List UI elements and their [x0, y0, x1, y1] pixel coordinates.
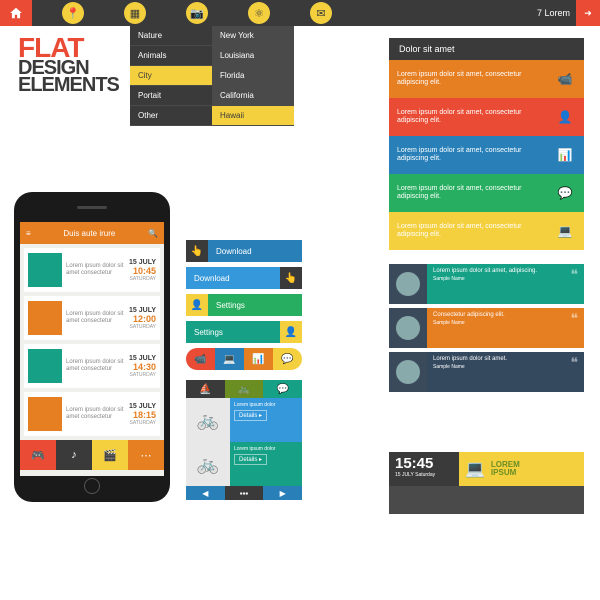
button-icon: 👤	[186, 294, 208, 316]
testimonials: ❝Lorem ipsum dolor sit amet, adipiscing.…	[389, 264, 584, 396]
card-tab[interactable]: 🚲	[225, 380, 264, 398]
camera-icon[interactable]: 📷	[186, 2, 208, 24]
submenu-item[interactable]: Louisiana	[212, 46, 294, 66]
pill-nav: 📹💻📊💬	[186, 348, 302, 370]
pill-segment[interactable]: 📹	[186, 348, 215, 370]
card-item: 🚲Lorem ipsum dolorDetails ▸	[186, 442, 302, 486]
phone-tab[interactable]: 🎬	[92, 440, 128, 470]
phone-list-item[interactable]: Lorem ipsum dolor sit amet consectetur15…	[24, 248, 160, 292]
pin-icon[interactable]: 📍	[62, 2, 84, 24]
details-button[interactable]: Details ▸	[234, 454, 267, 465]
grid-icon[interactable]: ▦	[124, 2, 146, 24]
phone-tab[interactable]: 🎮	[20, 440, 56, 470]
phone-tab[interactable]: ⋯	[128, 440, 164, 470]
topbar-icons: 📍 ▦ 📷 ⚛ ✉	[32, 2, 537, 24]
details-button[interactable]: Details ▸	[234, 410, 267, 421]
top-bar: 📍 ▦ 📷 ⚛ ✉ 7 Lorem ➜	[0, 0, 600, 26]
panel-row[interactable]: Lorem ipsum dolor sit amet, consectetur …	[389, 98, 584, 136]
submenu-item[interactable]: Florida	[212, 66, 294, 86]
bike-icon: 🚲	[186, 442, 230, 486]
panel-icon: 📊	[554, 144, 576, 166]
action-button[interactable]: Download👆	[186, 267, 302, 289]
submenu-item[interactable]: New York	[212, 26, 294, 46]
phone-header: ≡Duis aute irure🔍	[20, 222, 164, 244]
home-icon[interactable]	[0, 0, 32, 26]
phone-tab[interactable]: ♪	[56, 440, 92, 470]
clock-time: 15:45 15 JULY Saturday	[389, 452, 459, 486]
share-icon[interactable]: ⚛	[248, 2, 270, 24]
panel-row[interactable]: Lorem ipsum dolor sit amet, consectetur …	[389, 136, 584, 174]
info-panel: Dolor sit amet Lorem ipsum dolor sit ame…	[389, 38, 584, 250]
monitor-icon: 💻	[465, 459, 485, 479]
submenu-item[interactable]: California	[212, 86, 294, 106]
phone-tabs: 🎮♪🎬⋯	[20, 440, 164, 470]
menu-item[interactable]: Other	[130, 106, 212, 126]
avatar	[389, 264, 427, 304]
card-nav-button[interactable]: ▶	[263, 486, 302, 500]
card-tab[interactable]: ⛵	[186, 380, 225, 398]
avatar	[389, 308, 427, 348]
submenu-item[interactable]: Hawaii	[212, 106, 294, 126]
topbar-count: 7 Lorem	[537, 8, 576, 18]
button-icon: 👤	[280, 321, 302, 343]
menu-item[interactable]: City	[130, 66, 212, 86]
dropdown-menu: NatureAnimalsCityPortaitOther New YorkLo…	[130, 26, 294, 126]
mail-icon[interactable]: ✉	[310, 2, 332, 24]
button-icon: 👆	[186, 240, 208, 262]
action-button[interactable]: 👤Settings	[186, 294, 302, 316]
pill-segment[interactable]: 💬	[273, 348, 302, 370]
action-button[interactable]: Settings👤	[186, 321, 302, 343]
button-icon: 👆	[280, 267, 302, 289]
phone-mockup: ≡Duis aute irure🔍 Lorem ipsum dolor sit …	[14, 192, 170, 502]
menu-item[interactable]: Nature	[130, 26, 212, 46]
phone-list-item[interactable]: Lorem ipsum dolor sit amet consectetur15…	[24, 344, 160, 388]
card-nav-button[interactable]: ▪▪▪	[225, 486, 264, 500]
testimonial-row: ❝Lorem ipsum dolor sit amet.Sample Name	[389, 352, 584, 392]
panel-icon: 💻	[554, 220, 576, 242]
button-group: 👆Download Download👆 👤Settings Settings👤 📹💻📊💬	[186, 240, 302, 375]
panel-icon: 💬	[554, 182, 576, 204]
card-widget: ⛵🚲💬 🚲Lorem ipsum dolorDetails ▸🚲Lorem ip…	[186, 380, 302, 500]
page-title: FLAT DESIGN ELEMENTS	[18, 36, 119, 94]
card-nav-button[interactable]: ◀	[186, 486, 225, 500]
panel-icon: 👤	[554, 106, 576, 128]
next-arrow-icon[interactable]: ➜	[576, 0, 600, 26]
card-item: 🚲Lorem ipsum dolorDetails ▸	[186, 398, 302, 442]
testimonial-row: ❝Lorem ipsum dolor sit amet, adipiscing.…	[389, 264, 584, 304]
menu-item[interactable]: Animals	[130, 46, 212, 66]
panel-title: Dolor sit amet	[389, 38, 584, 60]
panel-row[interactable]: Lorem ipsum dolor sit amet, consectetur …	[389, 174, 584, 212]
panel-row[interactable]: Lorem ipsum dolor sit amet, consectetur …	[389, 60, 584, 98]
panel-icon: 📹	[554, 68, 576, 90]
panel-row[interactable]: Lorem ipsum dolor sit amet, consectetur …	[389, 212, 584, 250]
pill-segment[interactable]: 📊	[244, 348, 273, 370]
phone-list-item[interactable]: Lorem ipsum dolor sit amet consectetur15…	[24, 392, 160, 436]
pill-segment[interactable]: 💻	[215, 348, 244, 370]
card-tab[interactable]: 💬	[263, 380, 302, 398]
avatar	[389, 352, 427, 392]
action-button[interactable]: 👆Download	[186, 240, 302, 262]
bike-icon: 🚲	[186, 398, 230, 442]
testimonial-row: ❝Consectetur adipiscing elit.Sample Name	[389, 308, 584, 348]
clock-widget: 15:45 15 JULY Saturday 💻 LOREMIPSUM	[389, 452, 584, 514]
phone-list-item[interactable]: Lorem ipsum dolor sit amet consectetur15…	[24, 296, 160, 340]
menu-item[interactable]: Portait	[130, 86, 212, 106]
